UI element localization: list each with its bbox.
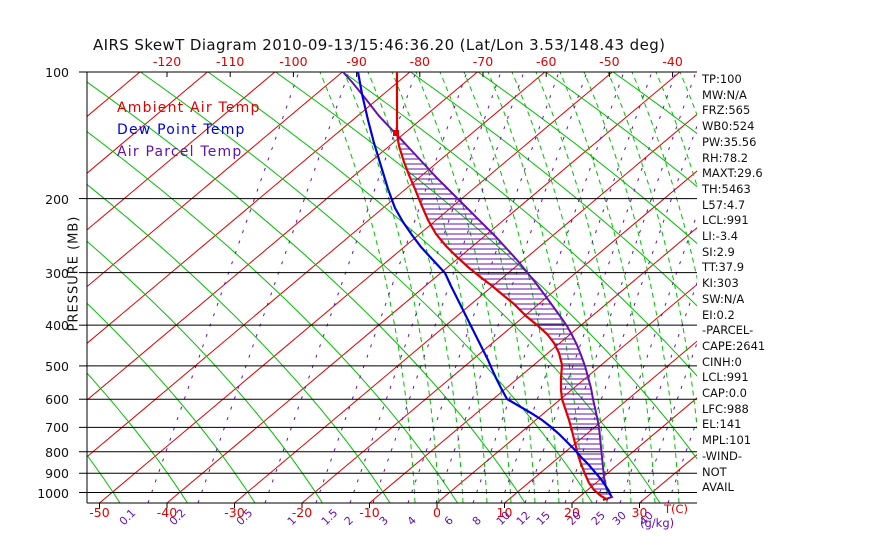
ambient-temp-curve: [395, 72, 609, 501]
pressure-tick-label: 100: [45, 65, 69, 80]
bottom-temp-label: -10: [359, 505, 380, 520]
stat-item: SI:2.9: [702, 244, 735, 259]
stat-item: LCL:991: [702, 370, 749, 385]
legend-item: Ambient Air Temp: [117, 100, 261, 116]
top-temp-label: -110: [216, 54, 245, 69]
stat-item: MW:N/A: [702, 87, 747, 102]
stat-item: L57:4.7: [702, 197, 746, 212]
parcel-temp-curve: [342, 71, 614, 501]
bottom-temp-label: -20: [291, 505, 313, 520]
top-temp-label: -80: [409, 54, 431, 69]
bottom-temp-label: 10: [496, 505, 513, 520]
top-temp-label: -100: [279, 54, 308, 69]
equilibrium-level-marker: [393, 130, 399, 136]
stat-item: WB0:524: [702, 119, 755, 134]
top-temp-label: -40: [662, 54, 683, 69]
bottom-temp-label: -30: [224, 505, 245, 520]
stat-item: MPL:101: [702, 433, 752, 448]
pressure-tick-label: 300: [45, 265, 69, 281]
bottom-temp-label: -50: [89, 505, 110, 520]
pressure-tick-label: 700: [45, 420, 69, 436]
stat-item: FRZ:565: [702, 103, 751, 118]
stat-item: NOT: [702, 464, 727, 479]
stat-item: TT:37.9: [702, 260, 745, 275]
pressure-tick-label: 500: [45, 358, 69, 374]
bottom-temp-label: 20: [564, 505, 580, 520]
legend-item: Air Parcel Temp: [117, 144, 243, 160]
stat-item: CINH:0: [702, 354, 742, 369]
cape-hatch-area: [398, 138, 610, 495]
pressure-axis-title: PRESSURE (MB): [66, 215, 82, 332]
pressure-tick-label: 800: [45, 444, 69, 460]
stat-item: LFC:988: [702, 401, 749, 416]
background-lines: [87, 72, 697, 503]
stat-item: AVAIL: [702, 480, 734, 495]
pressure-tick-label: 900: [45, 466, 69, 482]
top-temp-label: -50: [599, 54, 620, 69]
bottom-temp-label: 30: [631, 505, 648, 520]
top-temp-label: -60: [535, 54, 557, 69]
stat-item: -PARCEL-: [702, 323, 754, 338]
dew-point-curve: [356, 71, 613, 497]
stat-item: MAXT:29.6: [702, 166, 763, 181]
stat-item: -WIND-: [702, 448, 743, 463]
top-temp-label: -90: [346, 54, 367, 69]
stat-item: RH:78.2: [702, 150, 749, 165]
bottom-temp-label: 0: [433, 505, 441, 520]
stat-item: CAPE:2641: [702, 338, 766, 353]
stat-item: LCL:991: [702, 213, 749, 228]
stat-item: TH:5463: [702, 181, 751, 196]
top-temp-label: -120: [152, 54, 182, 69]
stat-item: EL:141: [702, 417, 742, 432]
temperature-unit-label: T(C): [664, 502, 689, 516]
pressure-tick-label: 600: [45, 392, 69, 408]
chart-title: AIRS SkewT Diagram 2010-09-13/15:46:36.2…: [93, 36, 666, 54]
bottom-temp-label: -40: [156, 505, 178, 520]
stat-item: LI:-3.4: [702, 229, 739, 243]
legend-item: Dew Point Temp: [117, 122, 246, 138]
stat-item: TP:100: [702, 72, 742, 86]
mixing-ratio-unit-label: (g/kg): [640, 516, 675, 530]
stat-item: KI:303: [702, 276, 739, 291]
pressure-tick-label: 1000: [37, 485, 69, 501]
pressure-tick-label: 400: [45, 318, 69, 334]
stat-item: PW:35.56: [702, 134, 757, 149]
stat-item: SW:N/A: [702, 291, 745, 306]
pressure-tick-label: 200: [45, 191, 69, 207]
stat-item: EI:0.2: [702, 307, 735, 322]
stat-item: CAP:0.0: [702, 386, 747, 400]
top-temp-label: -70: [472, 54, 494, 69]
